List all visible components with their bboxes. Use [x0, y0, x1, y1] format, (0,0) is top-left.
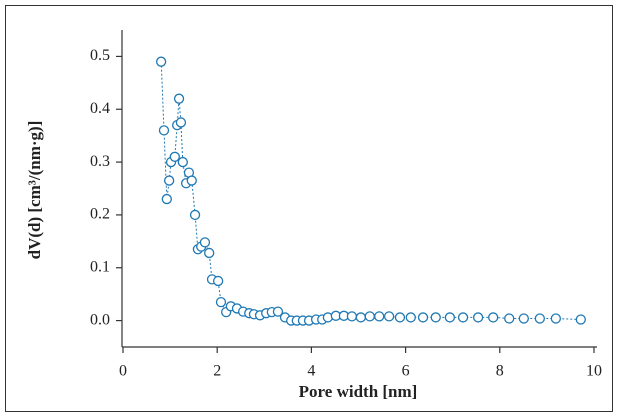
x-tick-label: 2: [213, 363, 221, 380]
series-line: [160, 61, 581, 322]
data-point: [518, 313, 529, 324]
frame: [5, 5, 613, 412]
data-point: [204, 247, 215, 259]
y-tick-label: 0.1: [90, 258, 110, 275]
data-point: [394, 312, 406, 323]
data-point: [346, 311, 358, 322]
data-point: [355, 312, 367, 323]
y-tick-label: 0.5: [90, 47, 110, 64]
data-point: [177, 156, 188, 168]
y-tick-label: 0.3: [90, 153, 110, 170]
data-point: [417, 312, 429, 323]
data-point: [156, 56, 167, 67]
y-axis-label: dV(d) [cm³/(nm·g)]: [25, 121, 44, 260]
data-point: [550, 313, 561, 324]
data-point: [164, 175, 175, 186]
data-point: [472, 312, 484, 323]
data-point: [212, 275, 224, 287]
data-point: [504, 313, 515, 324]
y-tick-label: 0.0: [90, 311, 110, 328]
x-axis-label: Pore width [nm]: [299, 382, 418, 401]
data-point: [175, 117, 187, 128]
data-point: [169, 151, 180, 162]
x-tick-label: 4: [307, 363, 315, 380]
data-point: [430, 312, 441, 323]
data-point: [158, 125, 170, 136]
data-point: [457, 312, 469, 323]
x-tick-label: 8: [496, 363, 504, 380]
data-point: [374, 311, 385, 322]
y-tick-label: 0.4: [90, 100, 110, 117]
data-point: [444, 312, 456, 323]
data-point: [173, 93, 185, 104]
data-point: [186, 175, 197, 186]
y-tick-label: 0.2: [90, 206, 110, 223]
data-point: [161, 193, 172, 205]
x-tick-label: 10: [586, 363, 602, 380]
data-point: [575, 314, 586, 325]
data-point: [364, 311, 375, 322]
data-point: [189, 209, 201, 221]
data-point: [215, 296, 227, 308]
data-point: [488, 312, 499, 323]
data-point: [272, 306, 284, 317]
x-tick-label: 0: [119, 363, 127, 380]
data-point: [383, 311, 395, 322]
data-point: [405, 312, 416, 323]
data-point: [199, 237, 211, 248]
data-point: [534, 313, 545, 324]
x-tick-label: 6: [402, 363, 410, 380]
